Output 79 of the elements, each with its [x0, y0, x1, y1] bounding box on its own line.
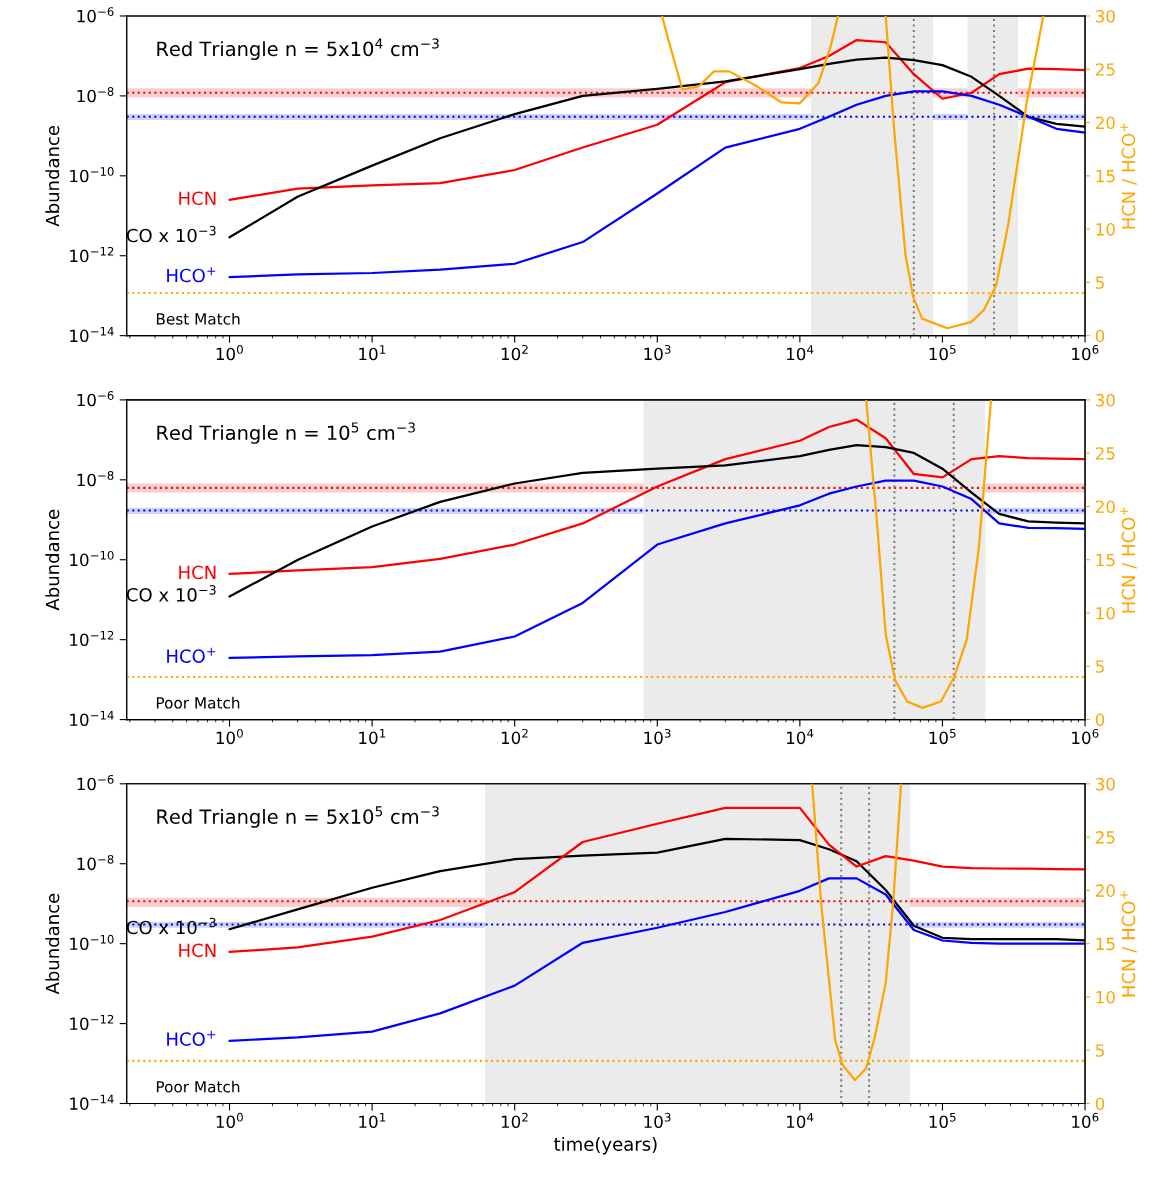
y-axis-title: Abundance — [45, 893, 60, 995]
y-tick-label: 10$^{−14}$ — [70, 1094, 114, 1110]
y2-tick-label: 30 — [1096, 9, 1115, 23]
x-tick-label: 10$^{1}$ — [359, 345, 386, 361]
y-tick-label: 10$^{−8}$ — [77, 854, 114, 871]
y2-tick-label: 15 — [1096, 170, 1115, 183]
y2-tick-label: 5 — [1096, 660, 1104, 673]
y2-tick-label: 5 — [1096, 276, 1104, 289]
y-tick-label: 10$^{−14}$ — [70, 327, 114, 343]
text: Red Triangle n = 5x10$^{5}$ cm$^{−3}$ — [157, 806, 439, 828]
x-tick-label: 10$^{4}$ — [787, 345, 814, 361]
y2-tick-label: 25 — [1095, 831, 1115, 844]
series-label: HCN — [179, 565, 216, 580]
x-tick-label: 10$^{5}$ — [929, 345, 956, 361]
series-label: HCO$^{+}$ — [167, 267, 216, 283]
x-tick-label: 10$^{6}$ — [1072, 1112, 1099, 1129]
x-tick-label: 10$^{3}$ — [644, 1112, 671, 1129]
series-label: HCN — [179, 191, 216, 206]
y-tick-label: 10$^{−10}$ — [70, 550, 114, 567]
y-tick-label: 10$^{−10}$ — [70, 166, 114, 183]
series-label: CO x 10$^{−3}$ — [126, 225, 216, 243]
y2-tick-label: 0 — [1095, 713, 1105, 727]
y2-tick-label: 10 — [1096, 990, 1115, 1004]
y-axis-title: Abundance — [45, 509, 60, 611]
x-tick-label: 10$^{3}$ — [644, 728, 671, 745]
y2-tick-label: 15 — [1096, 553, 1115, 567]
x-tick-label: 10$^{5}$ — [929, 729, 956, 745]
y-tick-label: 10$^{−8}$ — [77, 87, 114, 103]
y-tick-label: 10$^{−14}$ — [70, 710, 114, 727]
series-label: HCO$^{+}$ — [167, 1030, 216, 1046]
x-tick-label: 10$^{2}$ — [501, 728, 528, 745]
text: Red Triangle n = 10$^{5}$ cm$^{−3}$ — [157, 422, 415, 444]
y-tick-label: 10$^{−10}$ — [70, 934, 114, 951]
y-tick-label: 10$^{−6}$ — [77, 7, 114, 23]
x-tick-label: 10$^{0}$ — [216, 344, 243, 361]
y2-tick-label: 20 — [1095, 116, 1115, 130]
y-tick-label: 10$^{−12}$ — [70, 246, 114, 263]
y2-tick-label: 5 — [1096, 1044, 1104, 1057]
x-tick-label: 10$^{6}$ — [1072, 344, 1099, 361]
text: Red Triangle n = 5x10$^{4}$ cm$^{−3}$ — [157, 38, 439, 60]
x-tick-label: 10$^{4}$ — [787, 1112, 814, 1129]
y2-axis-title: HCN / HCO$^{+}$ — [1120, 123, 1137, 229]
annotation: Best Match — [156, 312, 240, 325]
x-tick-label: 10$^{3}$ — [644, 344, 671, 361]
y2-tick-label: 10 — [1096, 223, 1115, 236]
x-tick-label: 10$^{1}$ — [359, 729, 386, 745]
x-tick-label: 10$^{0}$ — [216, 1112, 243, 1129]
y-axis-title: Abundance — [45, 125, 60, 227]
y2-axis-title: HCN / HCO$^{+}$ — [1120, 891, 1137, 997]
x-tick-label: 10$^{0}$ — [216, 728, 243, 745]
y2-tick-label: 0 — [1095, 1097, 1105, 1111]
annotation: Poor Match — [156, 1080, 240, 1093]
y-tick-label: 10$^{−8}$ — [77, 470, 114, 487]
series-label: CO x 10$^{−3}$ — [126, 917, 216, 935]
x-tick-label: 10$^{1}$ — [359, 1112, 386, 1129]
y-tick-label: 10$^{−12}$ — [70, 1014, 114, 1031]
series-label: HCN — [179, 943, 216, 958]
y2-tick-label: 30 — [1096, 777, 1115, 791]
y2-tick-label: 10 — [1096, 606, 1115, 620]
y2-tick-label: 20 — [1095, 500, 1115, 514]
y-tick-label: 10$^{−12}$ — [70, 630, 114, 647]
y2-axis-title: HCN / HCO$^{+}$ — [1120, 507, 1137, 613]
y2-tick-label: 25 — [1095, 63, 1115, 76]
y2-tick-label: 25 — [1095, 447, 1115, 460]
annotation: Poor Match — [156, 696, 240, 709]
x-tick-label: 10$^{4}$ — [787, 729, 814, 745]
series-label: HCO$^{+}$ — [167, 647, 216, 663]
series-label: CO x 10$^{−3}$ — [126, 585, 216, 602]
x-tick-label: 10$^{6}$ — [1072, 728, 1099, 745]
y2-tick-label: 0 — [1095, 329, 1105, 343]
y-tick-label: 10$^{−6}$ — [77, 391, 114, 407]
y2-tick-label: 15 — [1096, 937, 1115, 951]
y2-tick-label: 20 — [1095, 884, 1115, 897]
x-tick-label: 10$^{2}$ — [501, 1112, 528, 1129]
x-axis-title: time(years) — [554, 1136, 657, 1155]
y-tick-label: 10$^{−6}$ — [77, 774, 114, 791]
x-tick-label: 10$^{5}$ — [929, 1112, 956, 1129]
x-tick-label: 10$^{2}$ — [501, 344, 528, 361]
y2-tick-label: 30 — [1096, 393, 1115, 407]
